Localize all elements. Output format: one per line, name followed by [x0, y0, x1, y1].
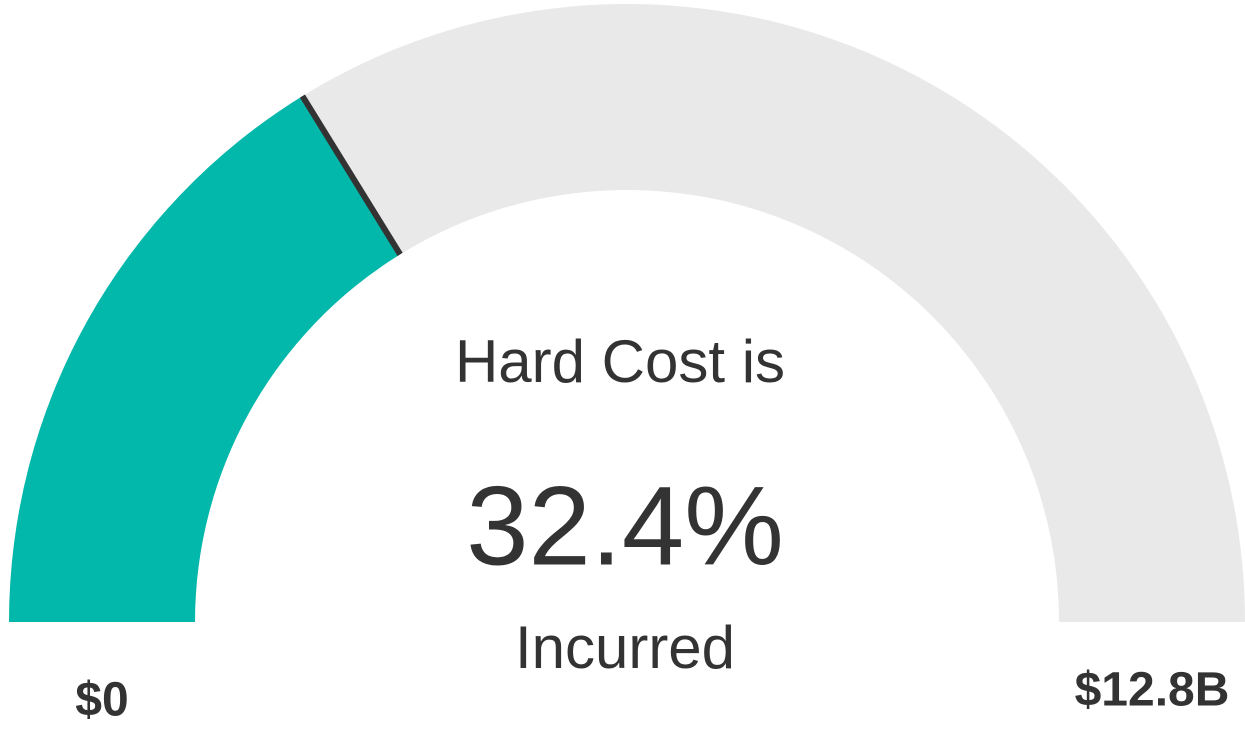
gauge-fill: [9, 96, 401, 623]
gauge-subtitle: Incurred: [515, 614, 735, 681]
gauge-range-label: $12.8B: [1075, 664, 1230, 717]
gauge-needle: [299, 94, 403, 256]
gauge: [9, 4, 1245, 623]
gauge-title: Hard Cost is: [455, 328, 785, 395]
gauge-range-label: $0: [75, 674, 128, 727]
gauge-value-label: 32.4%: [466, 464, 784, 589]
